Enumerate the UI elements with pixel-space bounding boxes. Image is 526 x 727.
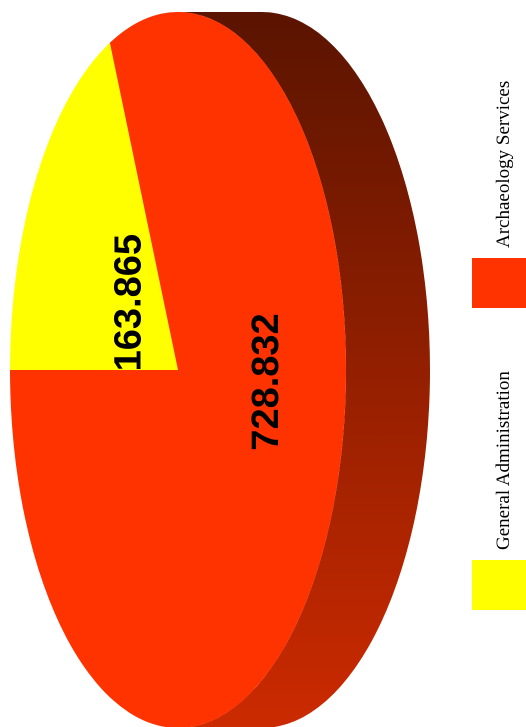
legend: Archaeology Services General Administrat… <box>472 81 526 610</box>
slice-archaeology-services[interactable] <box>10 12 346 727</box>
slice-general-administration[interactable] <box>10 42 178 371</box>
legend-swatch-general-administration <box>472 560 526 610</box>
slice-label-archaeology-services: 728.832 <box>245 313 287 450</box>
slice-label-general-administration: 163.865 <box>108 234 150 371</box>
legend-swatch-archaeology-services <box>472 258 526 308</box>
legend-label-archaeology-services: Archaeology Services <box>493 81 514 248</box>
pie-side-wall <box>178 12 430 727</box>
pie-3d: 163.865 728.832 <box>10 12 430 727</box>
legend-label-general-administration: General Administration <box>493 371 514 550</box>
